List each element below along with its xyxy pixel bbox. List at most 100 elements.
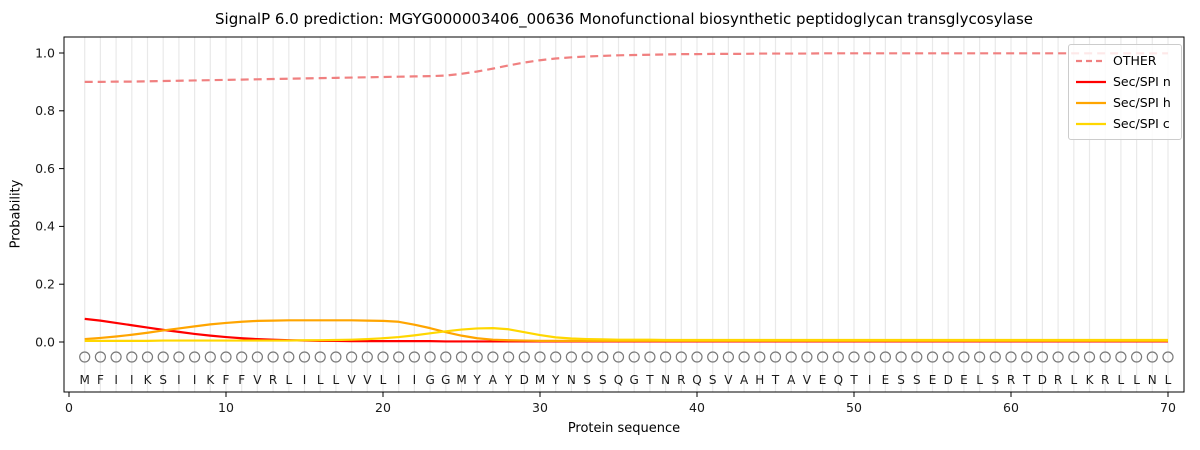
svg-text:L: L bbox=[1133, 373, 1140, 387]
svg-text:T: T bbox=[645, 373, 654, 387]
svg-text:S: S bbox=[913, 373, 921, 387]
svg-text:A: A bbox=[740, 373, 749, 387]
legend-label-sec-spi-n: Sec/SPI n bbox=[1113, 74, 1171, 89]
svg-text:D: D bbox=[944, 373, 953, 387]
x-tick-label: 60 bbox=[1003, 400, 1019, 415]
svg-text:L: L bbox=[333, 373, 340, 387]
grid-lines bbox=[84, 37, 1169, 392]
probability-curves bbox=[84, 52, 1168, 343]
svg-text:A: A bbox=[489, 373, 498, 387]
svg-text:S: S bbox=[991, 373, 999, 387]
legend-item-sec-spi-n: Sec/SPI n bbox=[1076, 71, 1173, 92]
svg-text:Y: Y bbox=[551, 373, 560, 387]
curve-other bbox=[84, 52, 1168, 84]
svg-text:V: V bbox=[724, 373, 733, 387]
svg-text:M: M bbox=[456, 373, 466, 387]
svg-text:S: S bbox=[897, 373, 905, 387]
svg-text:Q: Q bbox=[614, 373, 623, 387]
svg-text:V: V bbox=[803, 373, 812, 387]
legend-label-sec-spi-h: Sec/SPI h bbox=[1113, 95, 1171, 110]
svg-text:I: I bbox=[177, 373, 181, 387]
y-axis-label: Probability bbox=[8, 179, 24, 249]
legend-item-sec-spi-h: Sec/SPI h bbox=[1076, 92, 1173, 113]
y-tick-label: 1.0 bbox=[35, 45, 55, 60]
svg-text:F: F bbox=[238, 373, 245, 387]
x-axis-label: Protein sequence bbox=[567, 421, 681, 436]
legend-item-sec-spi-c: Sec/SPI c bbox=[1076, 113, 1173, 134]
svg-text:T: T bbox=[1022, 373, 1031, 387]
legend: OTHER Sec/SPI n Sec/SPI h Sec/SPI c bbox=[1068, 44, 1182, 140]
svg-text:S: S bbox=[159, 373, 167, 387]
chart-title: SignalP 6.0 prediction: MGYG000003406_00… bbox=[215, 10, 1033, 28]
x-axis-ticks: 0 10 20 30 40 50 60 70 bbox=[65, 392, 1176, 415]
sec-spi-h-line-swatch bbox=[1076, 101, 1106, 104]
svg-text:V: V bbox=[363, 373, 372, 387]
svg-text:K: K bbox=[1086, 373, 1095, 387]
curve-sec-spi-c bbox=[84, 327, 1168, 342]
residue-circle-markers bbox=[79, 351, 1174, 363]
svg-text:L: L bbox=[285, 373, 292, 387]
x-tick-label: 10 bbox=[218, 400, 234, 415]
legend-label-other: OTHER bbox=[1113, 53, 1157, 68]
svg-text:L: L bbox=[380, 373, 387, 387]
svg-text:Q: Q bbox=[834, 373, 843, 387]
svg-text:L: L bbox=[976, 373, 983, 387]
svg-text:I: I bbox=[868, 373, 872, 387]
svg-text:E: E bbox=[819, 373, 827, 387]
y-tick-label: 0.2 bbox=[35, 277, 55, 292]
x-tick-label: 40 bbox=[689, 400, 705, 415]
x-tick-label: 30 bbox=[532, 400, 548, 415]
svg-text:K: K bbox=[144, 373, 153, 387]
axes-box bbox=[63, 36, 1185, 393]
y-tick-label: 0.8 bbox=[35, 103, 55, 118]
svg-text:A: A bbox=[787, 373, 796, 387]
svg-text:I: I bbox=[303, 373, 307, 387]
svg-text:S: S bbox=[583, 373, 591, 387]
svg-text:G: G bbox=[425, 373, 434, 387]
svg-text:M: M bbox=[535, 373, 545, 387]
svg-text:I: I bbox=[193, 373, 197, 387]
svg-text:R: R bbox=[677, 373, 685, 387]
svg-text:Y: Y bbox=[473, 373, 482, 387]
svg-text:N: N bbox=[567, 373, 576, 387]
svg-text:L: L bbox=[1118, 373, 1125, 387]
svg-text:L: L bbox=[1165, 373, 1172, 387]
svg-text:R: R bbox=[1054, 373, 1062, 387]
svg-text:R: R bbox=[1007, 373, 1015, 387]
x-tick-label: 20 bbox=[375, 400, 391, 415]
x-tick-label: 70 bbox=[1160, 400, 1176, 415]
svg-text:E: E bbox=[960, 373, 968, 387]
svg-text:G: G bbox=[630, 373, 639, 387]
svg-text:H: H bbox=[755, 373, 764, 387]
svg-text:I: I bbox=[130, 373, 134, 387]
y-tick-label: 0.6 bbox=[35, 161, 55, 176]
svg-text:I: I bbox=[397, 373, 401, 387]
sec-spi-c-line-swatch bbox=[1076, 122, 1106, 125]
svg-text:R: R bbox=[269, 373, 277, 387]
svg-text:S: S bbox=[709, 373, 717, 387]
svg-text:R: R bbox=[1101, 373, 1109, 387]
svg-text:L: L bbox=[317, 373, 324, 387]
svg-text:L: L bbox=[1070, 373, 1077, 387]
legend-item-other: OTHER bbox=[1076, 50, 1173, 71]
y-axis-ticks: 0.0 0.2 0.4 0.6 0.8 1.0 bbox=[35, 45, 64, 349]
svg-text:F: F bbox=[97, 373, 104, 387]
svg-text:D: D bbox=[520, 373, 529, 387]
legend-label-sec-spi-c: Sec/SPI c bbox=[1113, 116, 1170, 131]
sec-spi-n-line-swatch bbox=[1076, 80, 1106, 83]
svg-text:E: E bbox=[929, 373, 937, 387]
svg-text:M: M bbox=[80, 373, 90, 387]
svg-text:N: N bbox=[1148, 373, 1157, 387]
x-tick-label: 0 bbox=[65, 400, 73, 415]
svg-text:I: I bbox=[114, 373, 118, 387]
svg-text:V: V bbox=[347, 373, 356, 387]
svg-text:T: T bbox=[849, 373, 858, 387]
y-tick-label: 0.4 bbox=[35, 219, 55, 234]
y-tick-label: 0.0 bbox=[35, 334, 55, 349]
other-dashed-line-swatch bbox=[1076, 59, 1106, 62]
svg-text:S: S bbox=[599, 373, 607, 387]
svg-text:N: N bbox=[661, 373, 670, 387]
svg-text:V: V bbox=[253, 373, 262, 387]
